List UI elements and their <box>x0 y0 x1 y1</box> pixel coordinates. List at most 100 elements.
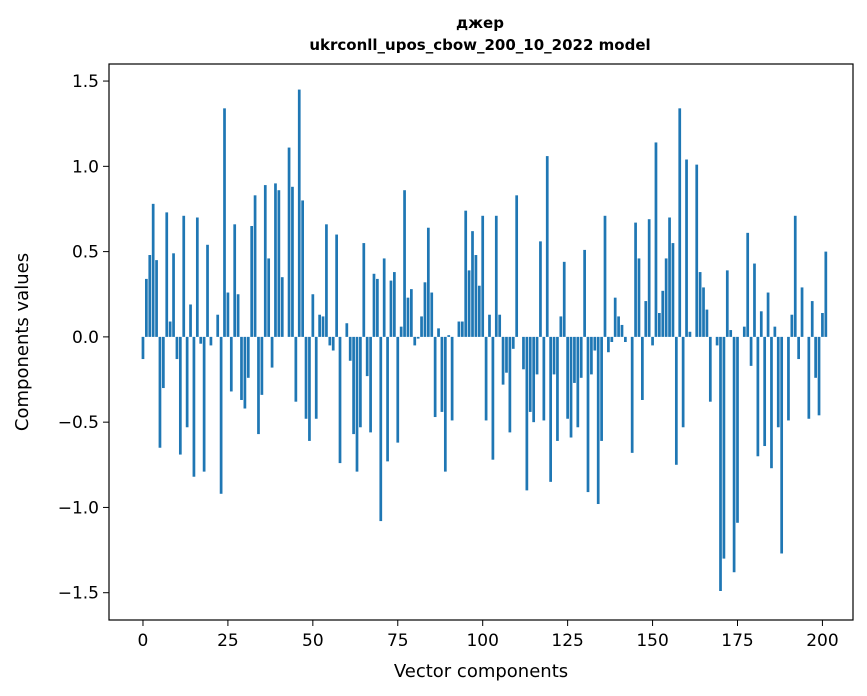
bar-122 <box>556 336 559 441</box>
bar-69 <box>376 278 379 337</box>
bar-184 <box>766 292 770 337</box>
bar-147 <box>641 336 644 400</box>
bar-2 <box>148 255 152 337</box>
bar-50 <box>311 294 315 337</box>
bar-199 <box>817 336 821 416</box>
bar-107 <box>505 336 508 373</box>
bar-105 <box>498 314 502 337</box>
bar-134 <box>596 336 600 505</box>
bar-170 <box>719 336 722 591</box>
bar-150 <box>651 336 654 346</box>
bar-157 <box>674 336 678 465</box>
bar-130 <box>583 249 586 337</box>
bar-75 <box>396 336 400 443</box>
bar-113 <box>525 336 529 491</box>
bar-51 <box>314 336 318 419</box>
bar-172 <box>725 270 729 337</box>
y-tick-label: 1.5 <box>72 72 99 92</box>
bar-154 <box>664 258 668 337</box>
bar-91 <box>450 336 454 421</box>
bar-20 <box>209 336 213 346</box>
x-tick-label: 175 <box>721 631 753 651</box>
bar-series <box>141 89 828 591</box>
x-tick-label: 50 <box>302 631 324 651</box>
bar-66 <box>365 336 369 377</box>
bar-54 <box>325 224 328 337</box>
bar-93 <box>457 321 461 337</box>
bar-36 <box>263 185 267 337</box>
x-tick-label: 100 <box>466 631 498 651</box>
x-tick-label: 0 <box>138 631 149 651</box>
chart-title-line1: джер <box>456 14 504 32</box>
bar-144 <box>630 336 634 453</box>
bar-6 <box>162 336 165 389</box>
bar-142 <box>624 336 627 342</box>
bar-101 <box>484 336 488 421</box>
bar-188 <box>780 336 784 554</box>
bar-19 <box>206 244 209 337</box>
bar-57 <box>335 234 338 337</box>
bar-64 <box>359 336 362 428</box>
bar-14 <box>189 304 192 337</box>
bar-180 <box>753 263 756 337</box>
bar-136 <box>603 215 607 337</box>
x-tick-label: 150 <box>636 631 668 651</box>
bar-5 <box>158 336 162 448</box>
bar-123 <box>559 316 563 337</box>
bar-166 <box>705 309 709 337</box>
bar-1 <box>145 278 148 337</box>
bar-44 <box>291 186 294 337</box>
bar-182 <box>759 311 763 337</box>
bar-178 <box>746 232 750 337</box>
bar-32 <box>250 226 254 337</box>
bar-132 <box>590 336 593 375</box>
bar-118 <box>542 336 546 421</box>
y-tick-label: −0.5 <box>58 413 99 433</box>
bar-61 <box>348 336 352 361</box>
bar-82 <box>420 316 423 337</box>
bar-87 <box>437 328 440 337</box>
bar-33 <box>253 195 257 337</box>
y-axis-ticks: 1.5 1.0 0.5 0.0 −0.5 −1.0 −1.5 <box>58 72 109 604</box>
bar-116 <box>535 336 539 375</box>
bar-185 <box>770 336 773 469</box>
bar-56 <box>331 336 335 351</box>
bar-115 <box>532 336 536 423</box>
bar-175 <box>736 336 739 523</box>
bar-187 <box>776 336 780 428</box>
bar-55 <box>328 336 332 346</box>
bar-22 <box>216 314 220 337</box>
bar-96 <box>467 270 471 337</box>
bar-80 <box>413 336 417 346</box>
bar-43 <box>287 147 291 337</box>
bar-62 <box>352 336 355 435</box>
bar-127 <box>573 336 576 383</box>
bar-108 <box>508 336 512 433</box>
bar-10 <box>175 336 179 360</box>
bar-121 <box>552 336 556 375</box>
bar-120 <box>549 336 552 482</box>
bar-40 <box>277 190 281 337</box>
bar-88 <box>440 336 444 412</box>
bar-146 <box>637 258 641 337</box>
bar-16 <box>195 217 199 337</box>
y-tick-label: 0.0 <box>72 328 99 348</box>
bar-193 <box>797 336 800 360</box>
bar-112 <box>522 336 525 370</box>
bar-140 <box>617 316 620 337</box>
bar-141 <box>620 324 624 337</box>
bar-124 <box>562 261 566 337</box>
bar-165 <box>702 287 705 337</box>
x-axis-label: Vector components <box>394 661 568 682</box>
bar-183 <box>763 336 767 447</box>
bar-11 <box>178 336 182 455</box>
bar-71 <box>382 258 386 337</box>
bar-98 <box>474 255 478 337</box>
chart-title-line2: ukrconll_upos_cbow_200_10_2022 model <box>309 36 650 54</box>
bar-137 <box>607 336 610 353</box>
bar-174 <box>732 336 736 573</box>
x-tick-label: 125 <box>551 631 583 651</box>
bar-47 <box>301 200 304 337</box>
bar-77 <box>403 190 406 337</box>
